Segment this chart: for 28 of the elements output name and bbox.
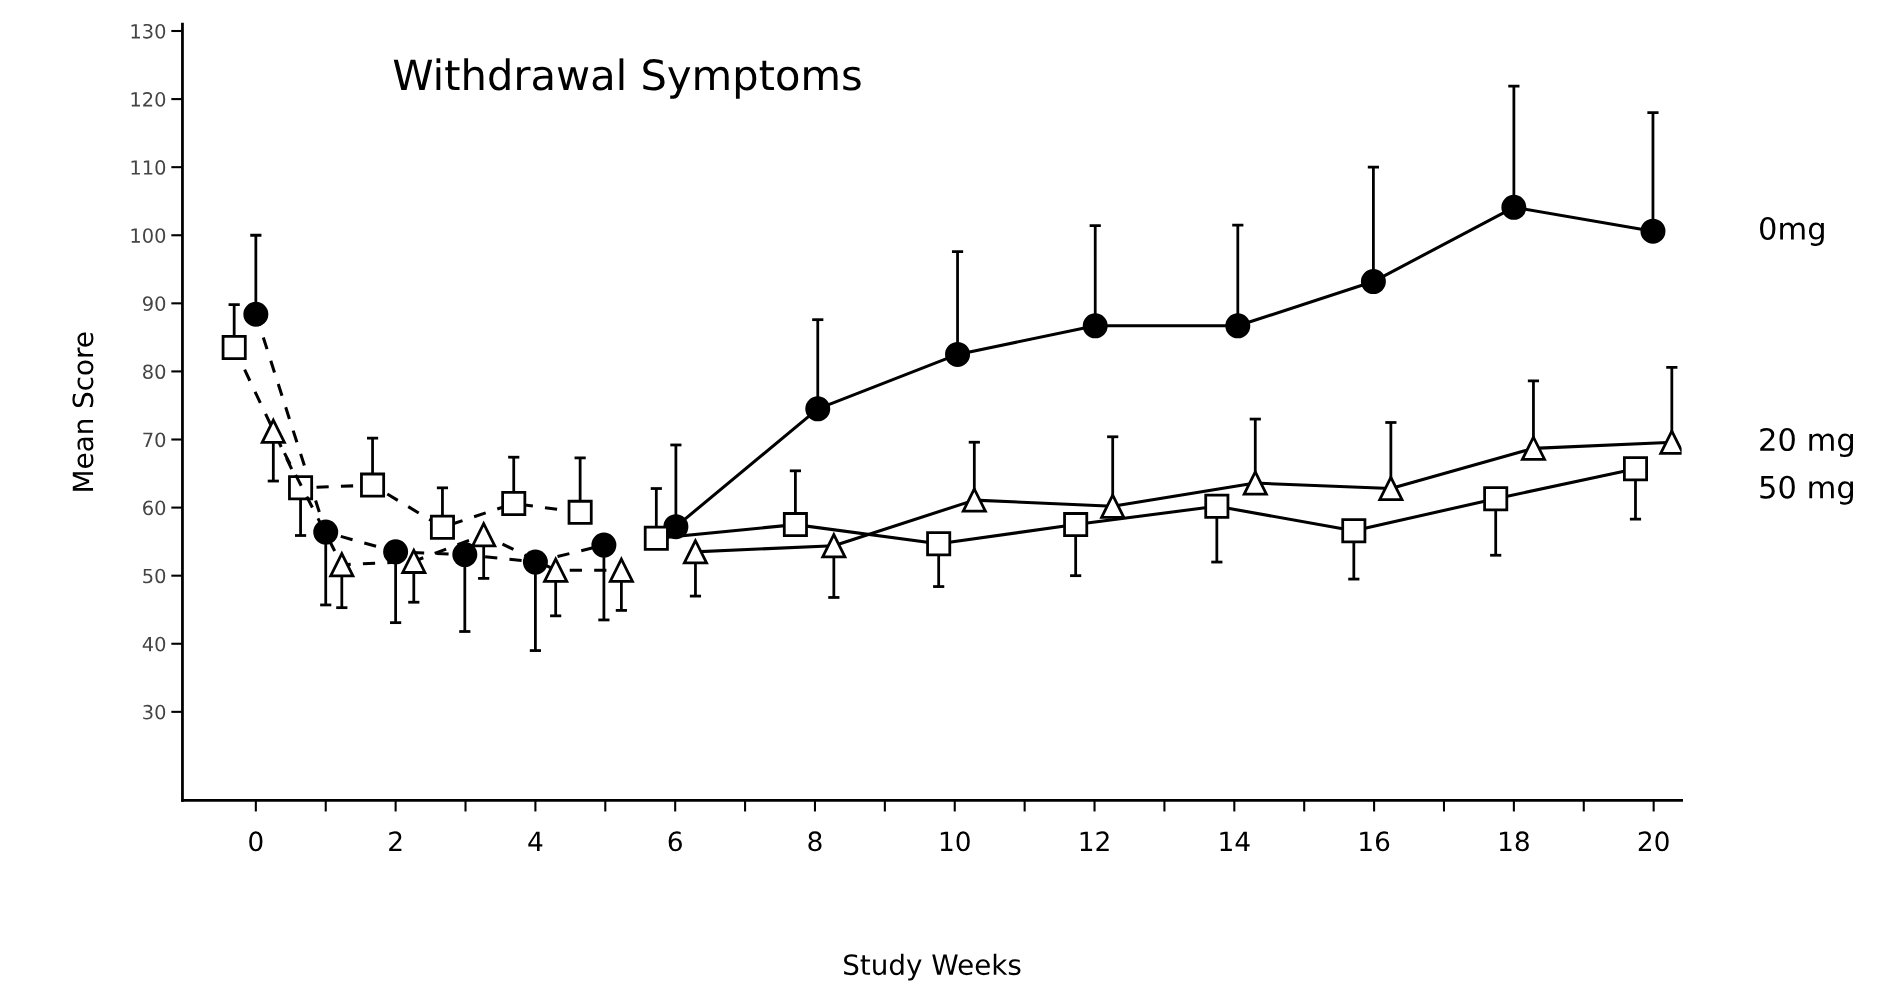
x-tick-label: 10: [940, 831, 970, 852]
x-tick-label: 16: [1360, 831, 1390, 852]
y-tick-label: 60: [143, 500, 166, 516]
y-tick-label: 90: [142, 296, 166, 311]
y-tick-label: 80: [143, 364, 166, 380]
x-tick-label: 18: [1499, 831, 1529, 852]
x-tick-label: 20: [1638, 831, 1669, 852]
text: Withdrawal Symptoms: [393, 58, 861, 99]
text: 50 mg: [1760, 475, 1853, 505]
text: 0mg: [1760, 216, 1824, 246]
x-tick-label: 14: [1220, 831, 1250, 851]
y-tick-label: 40: [142, 636, 166, 652]
y-tick-label: 50: [143, 568, 166, 584]
y-tick-label: 70: [143, 432, 166, 448]
x-axis-title: Study Weeks: [844, 953, 1021, 981]
y-tick-label: 120: [131, 92, 166, 107]
x-tick-label: 4: [528, 831, 543, 851]
x-tick-label: 6: [668, 831, 682, 852]
x-tick-label: 2: [389, 831, 402, 851]
y-tick-label: 100: [131, 228, 166, 243]
y-tick-label: 130: [131, 23, 166, 39]
y-axis-title: Mean Score: [72, 332, 94, 491]
y-tick-label: 110: [131, 160, 166, 175]
x-tick-label: 12: [1080, 831, 1109, 851]
y-tick-label: 30: [143, 704, 166, 720]
text: 20 mg: [1760, 427, 1853, 458]
x-tick-label: 8: [808, 831, 822, 852]
x-tick-label: 0: [249, 831, 263, 852]
